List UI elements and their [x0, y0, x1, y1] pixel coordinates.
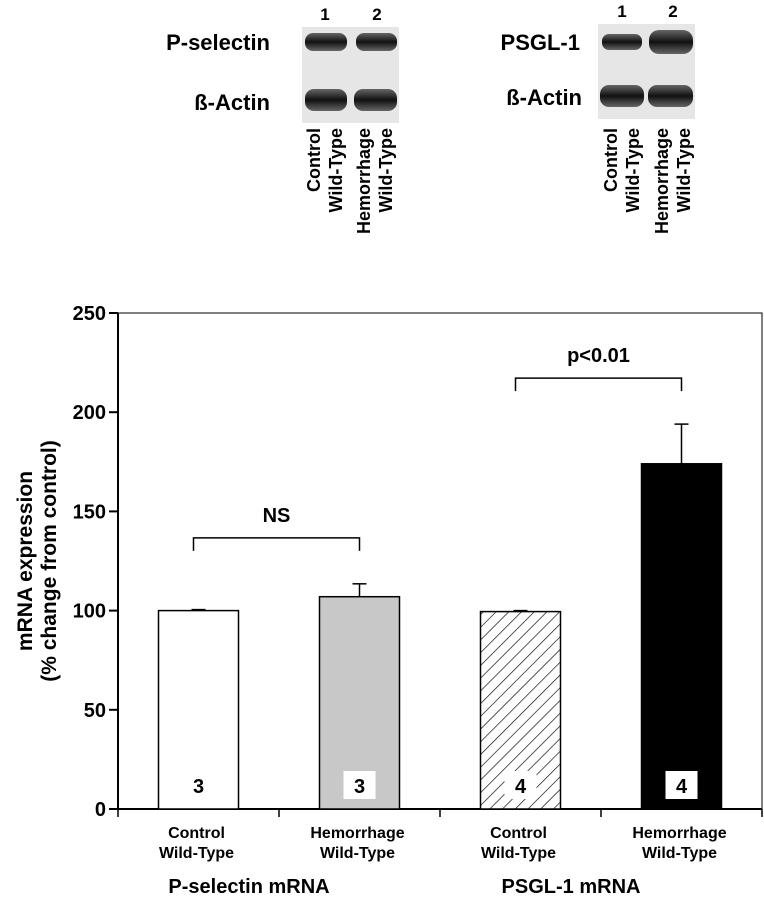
y-tick-label: 100: [73, 601, 106, 623]
y-tick-label: 200: [73, 402, 106, 424]
significance-bracket: [192, 537, 361, 551]
blot-row-label: ß-Actin: [194, 90, 270, 115]
y-tick-label: 50: [84, 700, 106, 722]
group-label: PSGL-1 mRNA: [502, 876, 641, 898]
x-tick-label: Wild-Type: [159, 845, 234, 862]
x-tick-label: Control: [490, 825, 547, 842]
bar: [157, 609, 240, 810]
n-label: 4: [676, 776, 688, 798]
lane-number: 1: [617, 2, 626, 21]
lane-label: Wild-Type: [674, 128, 694, 213]
lane-label: Hemorrhage: [354, 128, 374, 234]
y-tick-label: 150: [73, 501, 106, 523]
blot-row-label: P-selectin: [166, 30, 270, 55]
significance-label: p<0.01: [567, 345, 630, 367]
x-tick-label: Hemorrhage: [310, 825, 404, 842]
n-label: 3: [193, 776, 204, 798]
n-label-box: [665, 771, 698, 799]
lane-number: 1: [320, 5, 329, 24]
blot-row-label: PSGL-1: [501, 30, 580, 55]
n-label: 4: [515, 776, 527, 798]
blot-image: [302, 27, 399, 123]
x-tick-label: Control: [168, 825, 225, 842]
x-tick-label: Hemorrhage: [632, 825, 726, 842]
bar: [640, 463, 723, 810]
lane-label: Wild-Type: [376, 128, 396, 213]
y-axis-label: mRNA expression: [14, 471, 37, 651]
y-tick-label: 250: [73, 303, 106, 325]
lane-number: 2: [372, 5, 381, 24]
x-tick-label: Wild-Type: [481, 845, 556, 862]
y-tick-label: 0: [95, 799, 106, 821]
lane-label: Hemorrhage: [652, 128, 672, 234]
blot-image: [598, 24, 695, 119]
n-label: 3: [354, 776, 365, 798]
significance-label: NS: [263, 505, 291, 527]
x-tick-label: Wild-Type: [320, 845, 395, 862]
lane-label: Control: [304, 128, 324, 192]
n-label-box: [343, 771, 376, 799]
group-label: P-selectin mRNA: [168, 876, 329, 898]
lane-label: Control: [601, 128, 621, 192]
lane-number: 2: [668, 2, 677, 21]
lane-label: Wild-Type: [326, 128, 346, 213]
n-label-box: [504, 771, 537, 799]
y-axis-label: (% change from control): [38, 440, 61, 682]
significance-bracket: [514, 377, 683, 392]
x-tick-label: Wild-Type: [642, 845, 717, 862]
blot-row-label: ß-Actin: [506, 85, 582, 110]
lane-label: Wild-Type: [623, 128, 643, 213]
